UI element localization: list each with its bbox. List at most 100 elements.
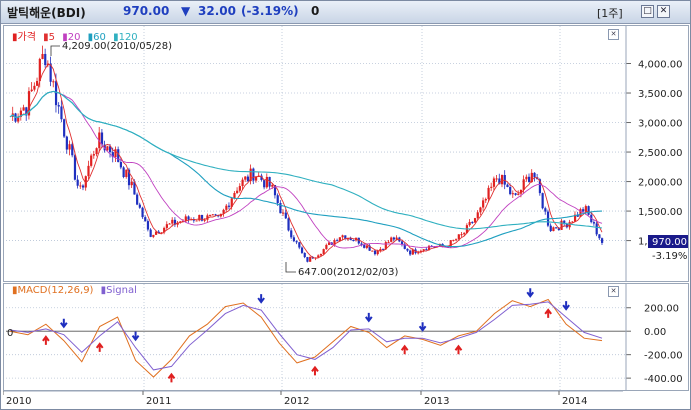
candle [141,207,144,218]
panel-close-icon[interactable]: ✕ [608,29,619,40]
candle [168,223,171,225]
candle [90,155,93,166]
candle [146,221,150,230]
sell-arrow-icon [418,322,427,332]
candle [357,237,360,244]
candle [598,234,601,239]
candle [127,169,131,186]
high-label: 4,209.00(2010/05/28) [62,41,172,52]
candle [322,249,325,254]
candle [460,234,463,236]
candle [25,107,28,116]
candle [182,220,185,222]
down-arrow-icon: ▼ [181,4,191,18]
candle [571,221,574,223]
candle [490,186,493,188]
candle [225,205,228,210]
macd-ytick-label: -200.00 [644,351,683,362]
price-ytick-label: 3,000.00 [638,119,683,130]
candle [584,206,587,212]
candle [30,89,33,92]
candle [479,207,482,213]
candle [360,243,363,246]
candle [60,106,63,120]
candle [122,167,125,177]
candle [319,253,323,256]
candle [601,238,604,243]
close-button[interactable]: ✕ [657,5,670,18]
x-tick-label: 2014 [562,396,587,407]
candle [195,220,198,222]
candle [560,220,563,230]
candle [290,230,293,238]
buy-arrow-icon [400,344,409,355]
candle [22,107,25,111]
candle [563,220,566,224]
candle [495,178,498,180]
candle [260,175,263,181]
macd-panel[interactable]: ▮MACD(12,26,9) ▮Signal ✕ 200.00 0.00 -200.… [3,283,689,391]
candle [509,187,512,195]
candle [333,240,336,245]
candle [227,205,231,207]
candle [36,80,39,86]
candle [384,242,387,250]
candle [133,181,136,195]
candle [306,257,309,262]
price-ytick-label: 1,500.00 [638,207,683,218]
candle [157,231,160,234]
candle [171,219,174,224]
price-ytick-label: 2,000.00 [638,178,683,189]
sell-arrow-icon [562,301,570,311]
ma20-line [9,90,603,249]
high-annotation: 4,209.00(2010/05/28) [50,41,172,56]
candle [573,214,577,222]
candle [87,165,90,177]
candle [114,149,117,158]
candle [511,193,514,195]
candle [544,208,547,212]
candle [376,250,379,255]
candle [303,252,306,258]
macd-ytick-label: -400.00 [644,374,683,385]
candle [327,242,331,245]
candle [117,149,120,162]
candle [427,245,431,250]
candle [263,180,266,188]
current-pct-tag: -3.19% [652,251,687,262]
current-price-marker: 970.00 -3.19% [648,235,688,262]
candle [390,237,393,242]
x-tick-label: 2011 [146,396,171,407]
x-tick-label: 2013 [424,396,449,407]
candle [279,203,282,214]
candle [552,227,555,232]
candle [498,178,501,185]
candle [452,239,455,241]
restore-button[interactable]: □ [641,5,654,18]
candle [211,214,214,216]
candle [252,168,255,181]
candle [463,233,466,235]
panel-close-icon[interactable]: ✕ [608,286,619,297]
candle [555,227,558,229]
candle [206,215,209,220]
price-change-percent: (-3.19%) [241,4,299,18]
candle [79,185,82,187]
candle [103,144,106,151]
candle [449,240,452,248]
price-panel[interactable]: ▮가격 ▮5 ▮20 ▮60 ▮120 ✕ 4,000.00 3,500.00 3,… [3,25,689,282]
period-selector[interactable]: [1주] [597,7,623,20]
candle [300,247,304,253]
candle [144,217,147,222]
candle [392,237,396,240]
candle [484,199,487,201]
candle [349,238,352,240]
candle [130,181,133,186]
candle [71,144,74,156]
candle [100,132,104,145]
candle [365,245,369,248]
candle [27,91,31,116]
candle [33,85,36,90]
sell-arrow-icon [364,312,373,323]
